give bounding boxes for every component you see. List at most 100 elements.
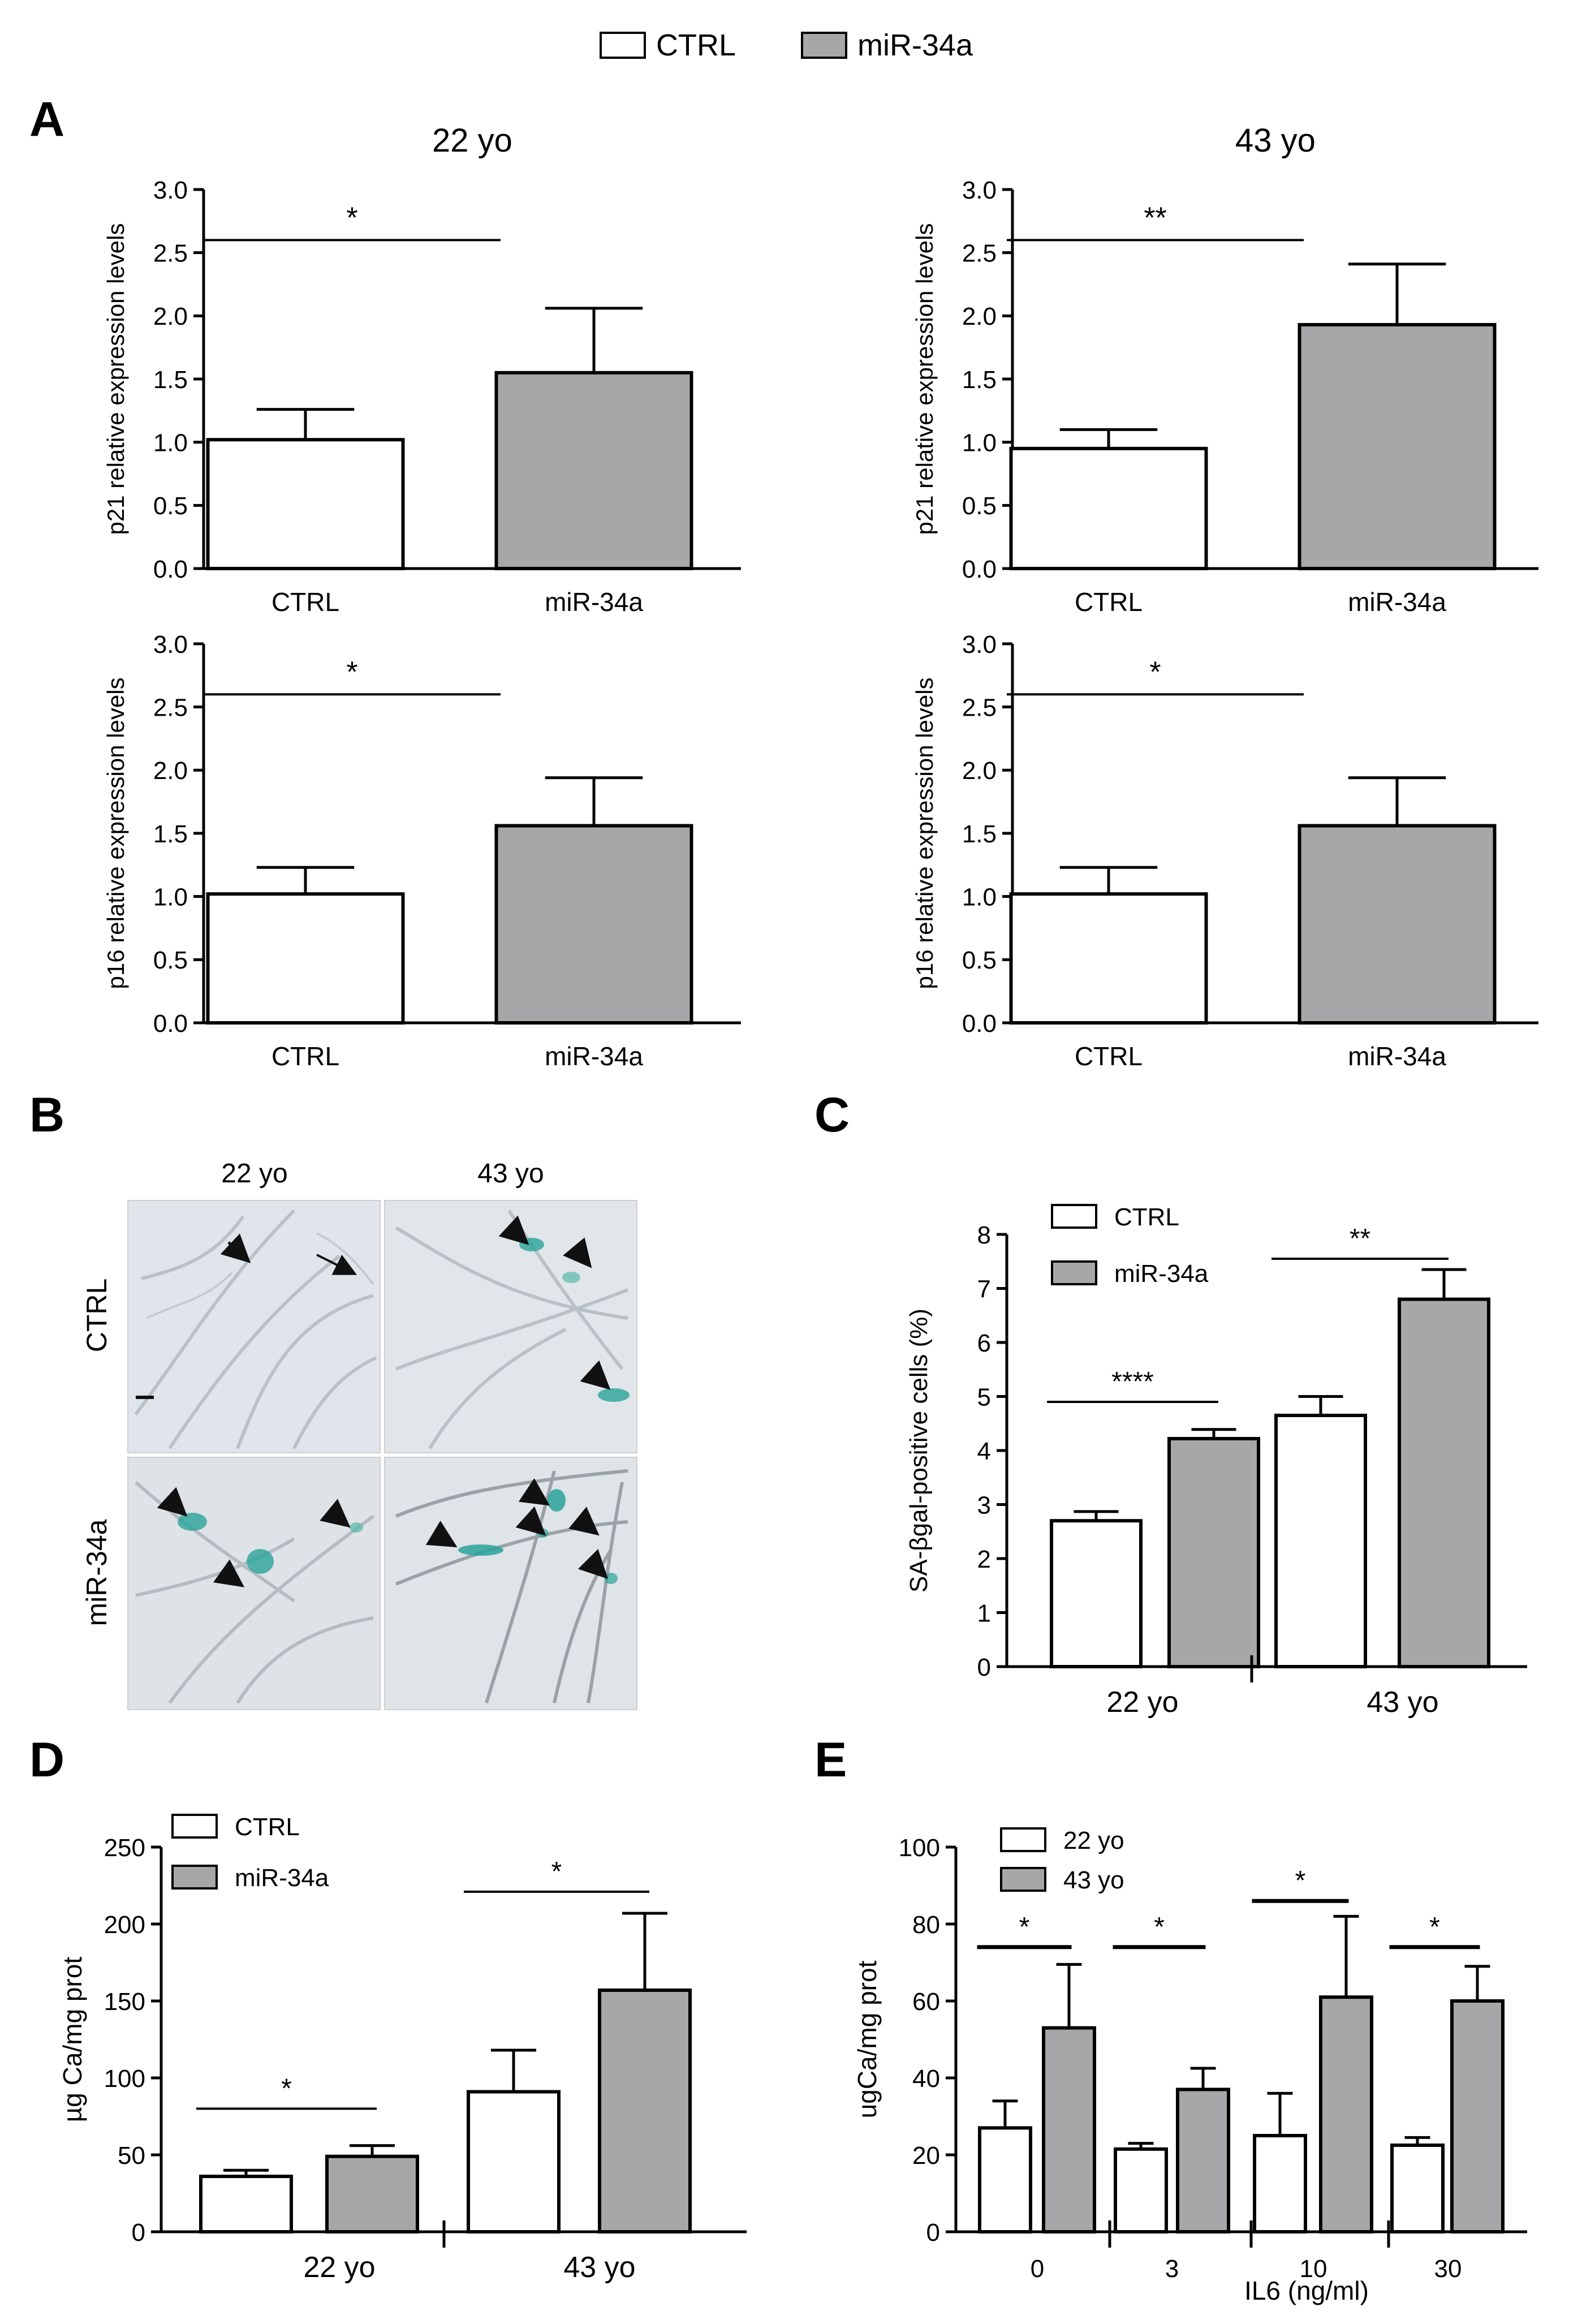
y-axis-title: µg Ca/mg prot <box>58 1957 87 2123</box>
bar-22-yo <box>1390 2144 1445 2233</box>
x-tick-label: 22 yo <box>1106 1686 1178 1719</box>
arrow-icon <box>498 1215 529 1245</box>
legend-label-ctrl: CTRL <box>656 28 736 62</box>
y-tick-label: 1.0 <box>153 884 188 911</box>
significance-label: * <box>1154 1912 1165 1942</box>
micrograph-mir34a-22yo <box>127 1457 381 1710</box>
bar-ctrl <box>1050 1519 1143 1668</box>
micro-col-label-22yo: 22 yo <box>221 1159 287 1189</box>
legend-label: 22 yo <box>1063 1827 1124 1854</box>
y-axis-title: p21 relative expression levels <box>911 223 938 535</box>
chart-a-p21-22yo: 0.0 0.5 1.0 1.5 2.0 2.5 3.0 p21 relative expres… <box>102 122 741 617</box>
x-tick-label: 3 <box>1165 2255 1179 2283</box>
y-tick-label: 3.0 <box>153 177 188 204</box>
bar-ctrl <box>206 438 405 571</box>
y-tick-label: 2.5 <box>153 240 188 268</box>
legend-swatch <box>1000 1827 1046 1852</box>
arrow-icon <box>518 1478 550 1506</box>
y-tick-label: 8 <box>977 1221 991 1249</box>
significance-label: **** <box>1111 1367 1154 1397</box>
y-tick-label: 3 <box>977 1491 991 1519</box>
significance-label: * <box>1149 656 1161 688</box>
y-tick-label: 250 <box>104 1834 145 1862</box>
y-axis-title: SA-βgal-positive cells (%) <box>905 1309 933 1593</box>
y-tick-label: 6 <box>977 1329 991 1357</box>
bar-22-yo <box>978 2126 1032 2233</box>
legend-label: CTRL <box>1114 1203 1179 1231</box>
significance-label: ** <box>1350 1224 1370 1254</box>
x-tick-label: miR-34a <box>545 1042 643 1071</box>
bar-43-yo <box>1176 2088 1230 2233</box>
y-tick-label: 0.5 <box>962 492 997 520</box>
y-tick-label: 1.5 <box>962 366 997 394</box>
bar-ctrl <box>1274 1413 1367 1669</box>
x-tick-label: 43 yo <box>1367 1686 1438 1719</box>
y-tick-label: 0 <box>132 2219 145 2246</box>
bar-mir34a <box>494 371 693 570</box>
y-tick-label: 1.0 <box>153 429 188 457</box>
arrow-icon <box>213 1559 245 1587</box>
y-tick-label: 0.0 <box>153 556 188 583</box>
legend-label: miR-34a <box>235 1864 329 1892</box>
x-tick-label: CTRL <box>1075 587 1143 617</box>
x-tick-label: 0 <box>1031 2255 1044 2283</box>
chart-a-p16-22yo: 0.0 0.5 1.0 1.5 2.0 2.5 3.0 p16 relative expres… <box>102 631 741 1071</box>
x-tick-label: 22 yo <box>303 2251 375 2284</box>
y-tick-label: 1.0 <box>962 884 997 911</box>
significance-label: * <box>551 1857 562 1887</box>
y-tick-label: 3.0 <box>153 631 188 659</box>
y-tick-label: 0.0 <box>962 556 997 583</box>
bar-mir-34a <box>325 2154 419 2233</box>
bar-ctrl <box>206 892 405 1025</box>
bar-ctrl <box>1009 892 1208 1025</box>
y-tick-label: 0.0 <box>153 1010 188 1038</box>
arrow-icon <box>580 1360 611 1390</box>
y-tick-label: 0.5 <box>153 492 188 520</box>
y-tick-label: 80 <box>912 1911 940 1939</box>
arrow-icon <box>316 1254 357 1275</box>
y-tick-label: 100 <box>899 1834 940 1862</box>
x-tick-label: CTRL <box>271 1042 339 1071</box>
panel-letter-a: A <box>29 92 64 147</box>
significance-label: ** <box>1144 201 1166 234</box>
panel-b-micrographs: 22 yo 43 yo CTRL miR-34a <box>81 1159 637 1710</box>
bar-mir-34a <box>598 1988 692 2233</box>
y-tick-label: 50 <box>118 2142 145 2170</box>
bar-ctrl <box>1009 446 1208 570</box>
x-tick-label: 43 yo <box>563 2251 635 2284</box>
bar-mir-34a <box>1398 1297 1490 1669</box>
y-tick-label: 1.5 <box>153 366 188 394</box>
x-tick-label: CTRL <box>271 587 339 617</box>
micrograph-ctrl-43yo <box>384 1200 637 1453</box>
y-tick-label: 0 <box>977 1654 991 1681</box>
x-tick-label: CTRL <box>1075 1042 1143 1071</box>
chart-c-sa-bgal: 0 1 2 3 4 5 6 7 8 SA-βgal-positive cells (%) 22 yo… <box>905 1203 1527 1719</box>
bar-22-yo <box>1253 2134 1307 2233</box>
y-tick-label: 1.5 <box>153 820 188 848</box>
arrow-icon <box>515 1506 546 1536</box>
bar-mir-34a <box>1167 1436 1260 1668</box>
legend-label: miR-34a <box>1114 1260 1209 1288</box>
y-tick-label: 1 <box>977 1599 991 1627</box>
legend-swatch <box>1051 1204 1097 1229</box>
y-tick-label: 2.5 <box>153 694 188 722</box>
y-tick-label: 0.5 <box>962 946 997 974</box>
legend-label-mir34a: miR-34a <box>857 28 973 62</box>
y-tick-label: 40 <box>912 2065 940 2093</box>
x-tick-label: 30 <box>1434 2255 1462 2283</box>
y-tick-label: 3.0 <box>962 177 997 204</box>
y-tick-label: 2.5 <box>962 240 997 268</box>
micrograph-ctrl-22yo <box>127 1200 381 1453</box>
significance-label: * <box>281 2073 292 2103</box>
micro-col-label-43yo: 43 yo <box>477 1159 544 1189</box>
x-tick-label: miR-34a <box>1348 587 1446 617</box>
chart-e-il6-calcium: 0 20 40 60 80 100 ugCa/mg prot 0 3 10 30 IL6 (ng/ml… <box>852 1827 1527 2305</box>
micrograph-mir34a-43yo <box>384 1457 637 1710</box>
micro-row-label-ctrl: CTRL <box>81 1279 113 1353</box>
y-axis-title: ugCa/mg prot <box>852 1960 882 2118</box>
bar-ctrl <box>467 2090 561 2233</box>
x-tick-label: miR-34a <box>1348 1042 1446 1071</box>
legend-label: 43 yo <box>1063 1866 1124 1894</box>
y-tick-label: 1.5 <box>962 820 997 848</box>
